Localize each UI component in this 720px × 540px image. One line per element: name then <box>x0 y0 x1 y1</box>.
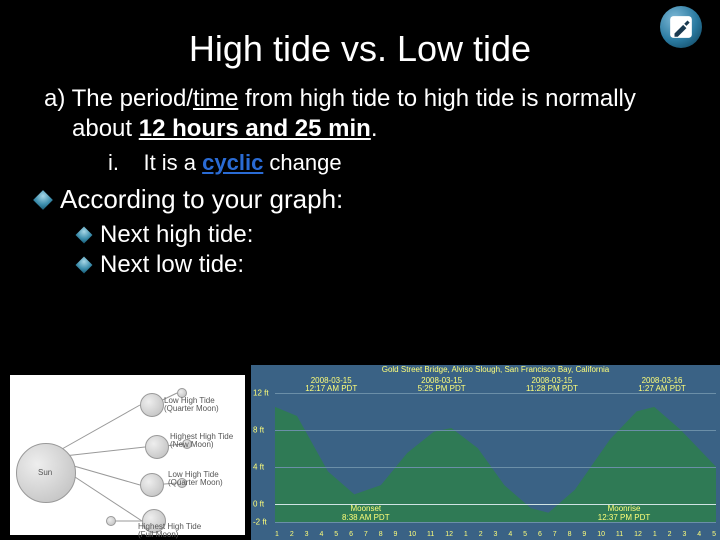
chart-gridline <box>275 430 716 431</box>
pen-badge <box>660 6 702 48</box>
chart-x-tick: 6 <box>538 531 542 538</box>
bullet-next-high: Next high tide: <box>78 221 686 249</box>
chart-x-tick: 7 <box>553 531 557 538</box>
sun-label: Sun <box>38 469 52 477</box>
chart-x-tick: 8 <box>379 531 383 538</box>
text-next-high: Next high tide: <box>100 221 253 249</box>
bullet-according: According to your graph: <box>36 184 686 215</box>
chart-x-tick: 6 <box>349 531 353 538</box>
chart-x-tick: 3 <box>682 531 686 538</box>
orbit-label: Low High Tide (Quarter Moon) <box>164 397 219 414</box>
chart-time-label: 2008-03-15 5:25 PM PDT <box>418 377 466 394</box>
bullet-next-low: Next low tide: <box>78 251 686 279</box>
orbit-label: Low High Tide (Quarter Moon) <box>168 471 223 488</box>
text-i-1: It is a <box>143 150 202 175</box>
chart-y-tick: 12 ft <box>253 389 269 398</box>
text-i-2: change <box>263 150 341 175</box>
diamond-bullet-icon <box>76 227 93 244</box>
chart-x-tick: 10 <box>408 531 416 538</box>
chart-x-tick: 1 <box>464 531 468 538</box>
figures-row: Sun Low High Tide (Quarter Moon) Highest H… <box>0 365 720 540</box>
chart-y-tick: 4 ft <box>253 462 264 471</box>
chart-x-tick: 2 <box>479 531 483 538</box>
chart-x-tick: 5 <box>712 531 716 538</box>
moon-event-label: Moonrise 12:37 PM PDT <box>598 505 650 522</box>
chart-x-ticks: 12345678910111212345678910111212345 <box>275 531 716 538</box>
chart-time-label: 2008-03-15 12:17 AM PDT <box>305 377 357 394</box>
marker-i: i. <box>108 150 119 175</box>
chart-x-tick: 9 <box>582 531 586 538</box>
chart-x-tick: 4 <box>697 531 701 538</box>
chart-x-tick: 1 <box>275 531 279 538</box>
chart-x-tick: 2 <box>668 531 672 538</box>
chart-x-tick: 3 <box>494 531 498 538</box>
orbit-node <box>140 473 164 497</box>
orbit-node <box>145 435 169 459</box>
text-a-period: . <box>371 115 378 142</box>
chart-x-tick: 5 <box>334 531 338 538</box>
pen-icon <box>668 14 694 40</box>
text-next-low: Next low tide: <box>100 251 244 279</box>
chart-x-tick: 7 <box>364 531 368 538</box>
chart-canvas <box>275 393 716 522</box>
point-i: i. It is a cyclic change <box>108 150 686 176</box>
chart-x-tick: 3 <box>305 531 309 538</box>
diamond-bullet-icon <box>33 190 53 210</box>
chart-x-tick: 10 <box>597 531 605 538</box>
chart-x-tick: 4 <box>508 531 512 538</box>
chart-gridline <box>275 467 716 468</box>
chart-x-tick: 5 <box>523 531 527 538</box>
point-a: a) The period/time from high tide to hig… <box>62 84 686 144</box>
orbit-node <box>140 393 164 417</box>
content-area: a) The period/time from high tide to hig… <box>0 84 720 279</box>
chart-y-tick: -2 ft <box>253 518 267 527</box>
chart-x-tick: 8 <box>568 531 572 538</box>
text-i-cyclic: cyclic <box>202 150 263 175</box>
marker-a: a) <box>44 85 65 112</box>
chart-x-tick: 1 <box>653 531 657 538</box>
orbit-label: Highest High Tide (Full Moon) <box>138 523 201 540</box>
chart-x-tick: 9 <box>394 531 398 538</box>
text-a-1: The period/ <box>72 85 193 112</box>
chart-x-tick: 11 <box>427 531 434 538</box>
slide-title: High tide vs. Low tide <box>0 0 720 84</box>
chart-gridline <box>275 522 716 523</box>
text-according: According to your graph: <box>60 184 343 215</box>
chart-header: Gold Street Bridge, Alviso Slough, San F… <box>275 365 716 374</box>
moon-tide-diagram: Sun Low High Tide (Quarter Moon) Highest H… <box>10 375 245 535</box>
diamond-bullet-icon <box>76 257 93 274</box>
text-a-bold: 12 hours and 25 min <box>139 115 371 142</box>
orbit-node <box>106 516 116 526</box>
chart-x-tick: 12 <box>634 531 642 538</box>
text-a-time: time <box>193 85 238 112</box>
chart-y-tick: 8 ft <box>253 425 264 434</box>
chart-time-label: 2008-03-15 11:28 PM PDT <box>526 377 578 394</box>
chart-x-tick: 12 <box>445 531 453 538</box>
chart-y-tick: 0 ft <box>253 499 264 508</box>
moon-event-label: Moonset 8:38 AM PDT <box>342 505 390 522</box>
chart-x-tick: 2 <box>290 531 294 538</box>
chart-x-tick: 4 <box>319 531 323 538</box>
chart-x-tick: 11 <box>616 531 623 538</box>
chart-time-label: 2008-03-16 1:27 AM PDT <box>638 377 686 394</box>
orbit-label: Highest High Tide (New Moon) <box>170 433 233 450</box>
tide-chart: 2008-03-15 12:17 AM PDT 2008-03-15 5:25 P… <box>251 365 720 540</box>
chart-gridline <box>275 393 716 394</box>
